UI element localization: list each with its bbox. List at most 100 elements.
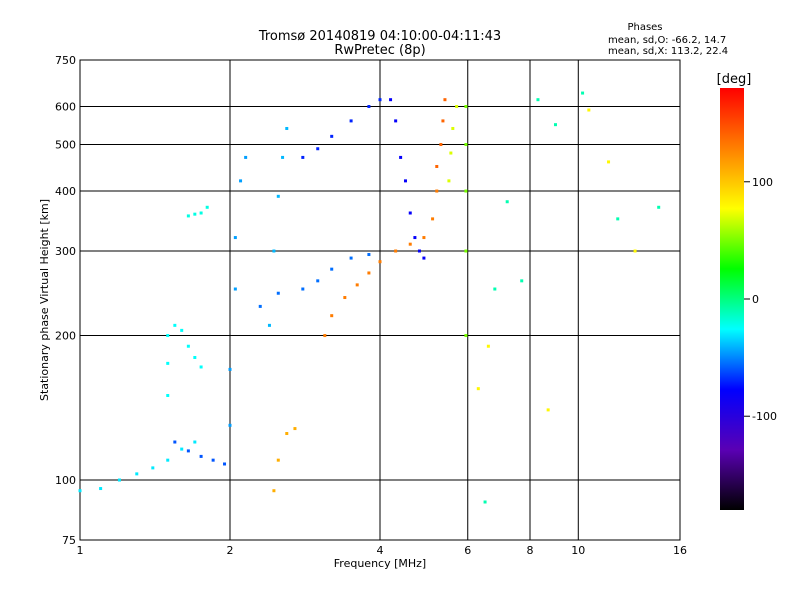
data-point xyxy=(464,189,468,193)
phases-mean-x: mean, sd,X: 113.2, 22.4 xyxy=(608,46,728,57)
data-point xyxy=(536,98,540,102)
data-point xyxy=(233,236,237,240)
data-point xyxy=(476,387,480,391)
data-point xyxy=(166,361,170,365)
data-point xyxy=(657,205,661,209)
data-point xyxy=(435,164,439,168)
grid-lines xyxy=(80,60,680,540)
data-point xyxy=(239,179,243,183)
data-point xyxy=(455,105,459,109)
data-point xyxy=(413,236,417,240)
data-point xyxy=(323,334,327,338)
data-point xyxy=(186,449,190,453)
chart-title: Tromsø 20140819 04:10:00-04:11:43 xyxy=(258,29,501,44)
data-point xyxy=(378,98,382,102)
data-point xyxy=(399,155,403,159)
data-point xyxy=(349,256,353,260)
data-point xyxy=(267,323,271,327)
data-point xyxy=(394,249,398,253)
data-point xyxy=(193,440,197,444)
y-tick-label: 200 xyxy=(55,330,76,343)
data-points xyxy=(78,91,661,504)
x-tick-labels: 1 2 4 6 8 10 16 xyxy=(77,544,688,557)
data-point xyxy=(422,256,426,260)
data-point xyxy=(117,478,121,482)
data-point xyxy=(272,249,276,253)
y-tick-label: 750 xyxy=(55,54,76,67)
data-point xyxy=(199,365,203,369)
data-point xyxy=(431,217,435,221)
data-point xyxy=(451,126,455,130)
data-point xyxy=(316,147,320,151)
data-point xyxy=(330,267,334,271)
data-point xyxy=(607,160,611,164)
data-point xyxy=(520,279,524,283)
y-tick-label: 600 xyxy=(55,101,76,114)
y-tick-labels: 75 100 200 300 400 500 600 750 xyxy=(55,54,76,547)
data-point xyxy=(285,432,289,436)
data-point xyxy=(367,271,371,275)
data-point xyxy=(447,179,451,183)
data-point xyxy=(408,211,412,215)
data-point xyxy=(276,458,280,462)
x-axis-label: Frequency [MHz] xyxy=(334,557,426,570)
x-tick-label: 1 xyxy=(77,544,84,557)
data-point xyxy=(199,454,203,458)
data-point xyxy=(464,105,468,109)
data-point xyxy=(193,212,197,216)
data-point xyxy=(233,287,237,291)
data-point xyxy=(276,194,280,198)
x-tick-label: 2 xyxy=(227,544,234,557)
data-point xyxy=(285,126,289,130)
data-point xyxy=(633,249,637,253)
colorbar-label: [deg] xyxy=(717,72,752,87)
y-tick-label: 75 xyxy=(62,534,76,547)
data-point xyxy=(349,119,353,123)
data-point xyxy=(493,287,497,291)
y-tick-label: 500 xyxy=(55,139,76,152)
data-point xyxy=(272,489,276,493)
data-point xyxy=(546,408,550,412)
data-point xyxy=(435,189,439,193)
data-point xyxy=(464,334,468,338)
data-point xyxy=(378,260,382,264)
phases-title: Phases xyxy=(627,22,662,33)
data-point xyxy=(330,134,334,138)
data-point xyxy=(151,466,155,470)
y-axis-label: Stationary phase Virtual Height [km] xyxy=(38,199,51,401)
data-point xyxy=(394,119,398,123)
data-point xyxy=(389,98,393,102)
y-tick-label: 300 xyxy=(55,245,76,258)
data-point xyxy=(367,253,371,257)
data-point xyxy=(135,472,139,476)
data-point xyxy=(205,205,209,209)
phases-mean-o: mean, sd,O: -66.2, 14.7 xyxy=(608,35,726,46)
data-point xyxy=(166,394,170,398)
data-point xyxy=(166,458,170,462)
colorbar-tick-label: 0 xyxy=(752,293,759,306)
data-point xyxy=(505,200,509,204)
data-point xyxy=(180,328,184,332)
data-point xyxy=(173,323,177,327)
data-point xyxy=(343,296,347,300)
data-point xyxy=(464,143,468,147)
data-point xyxy=(276,291,280,295)
data-point xyxy=(483,500,487,504)
data-point xyxy=(486,344,490,348)
data-point xyxy=(417,249,421,253)
colorbar-tick-label: -100 xyxy=(752,410,777,423)
data-point xyxy=(281,155,285,159)
x-tick-label: 4 xyxy=(377,544,384,557)
y-tick-label: 100 xyxy=(55,474,76,487)
x-tick-label: 6 xyxy=(464,544,471,557)
data-point xyxy=(199,211,203,215)
data-point xyxy=(228,367,232,371)
data-point xyxy=(173,440,177,444)
data-point xyxy=(422,236,426,240)
data-point xyxy=(99,487,103,491)
data-point xyxy=(355,283,359,287)
data-point xyxy=(228,423,232,427)
data-point xyxy=(258,304,262,308)
data-point xyxy=(439,143,443,147)
x-tick-label: 10 xyxy=(571,544,585,557)
